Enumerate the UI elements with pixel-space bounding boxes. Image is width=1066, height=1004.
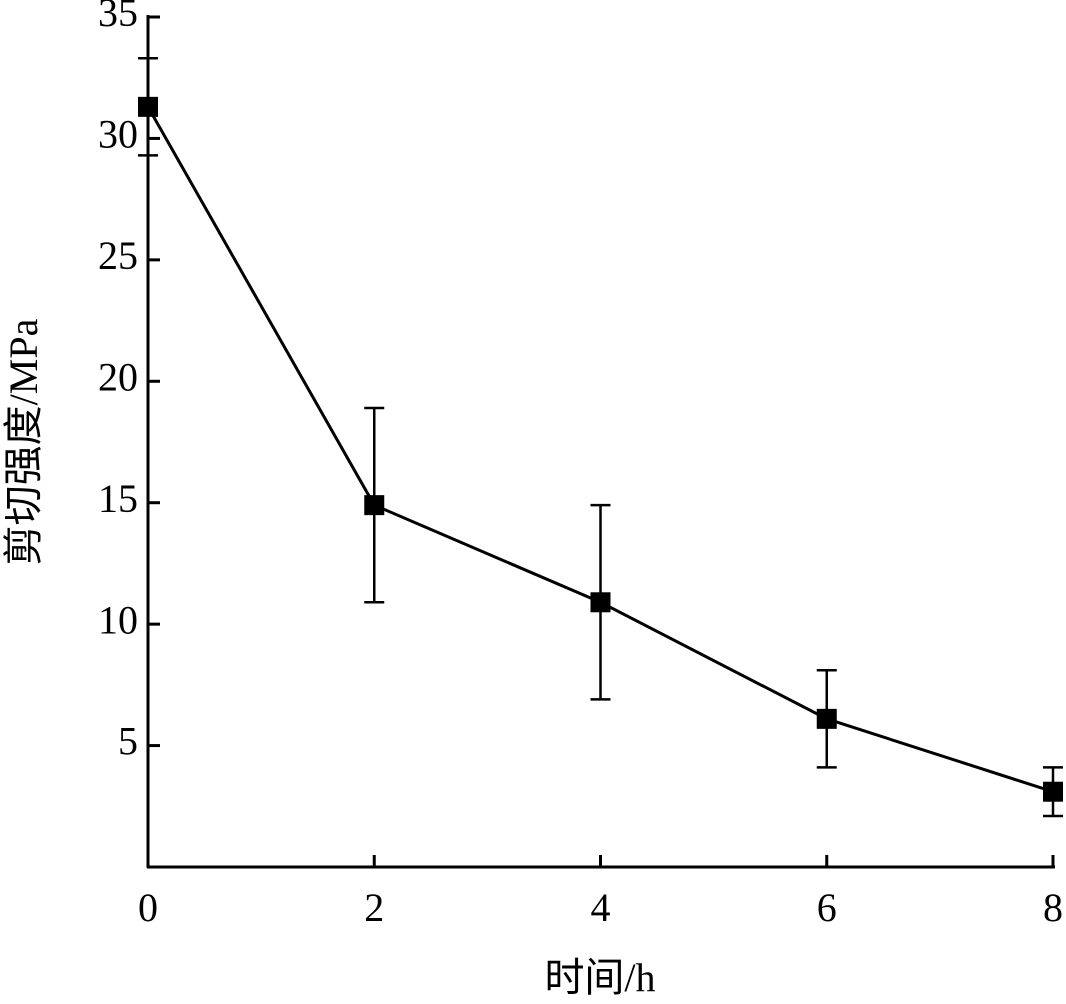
x-tick-label: 6: [817, 885, 837, 930]
y-tick-label: 20: [98, 354, 138, 399]
x-tick-label: 4: [591, 885, 611, 930]
marker: [138, 96, 158, 117]
marker: [590, 592, 611, 613]
x-tick-label: 8: [1043, 885, 1063, 930]
x-tick-label: 2: [364, 885, 384, 930]
marker: [816, 708, 837, 729]
marker: [1043, 781, 1063, 802]
y-tick-label: 35: [98, 0, 138, 35]
y-tick-label: 5: [118, 719, 138, 764]
y-tick-label: 25: [98, 233, 138, 278]
y-axis-label: 剪切强度/MPa: [1, 318, 46, 565]
x-axis-label: 时间/h: [544, 955, 655, 1000]
y-tick-label: 10: [98, 597, 138, 642]
y-tick-label: 15: [98, 476, 138, 521]
y-tick-label: 30: [98, 112, 138, 157]
marker: [364, 495, 385, 516]
x-tick-label: 0: [138, 885, 158, 930]
